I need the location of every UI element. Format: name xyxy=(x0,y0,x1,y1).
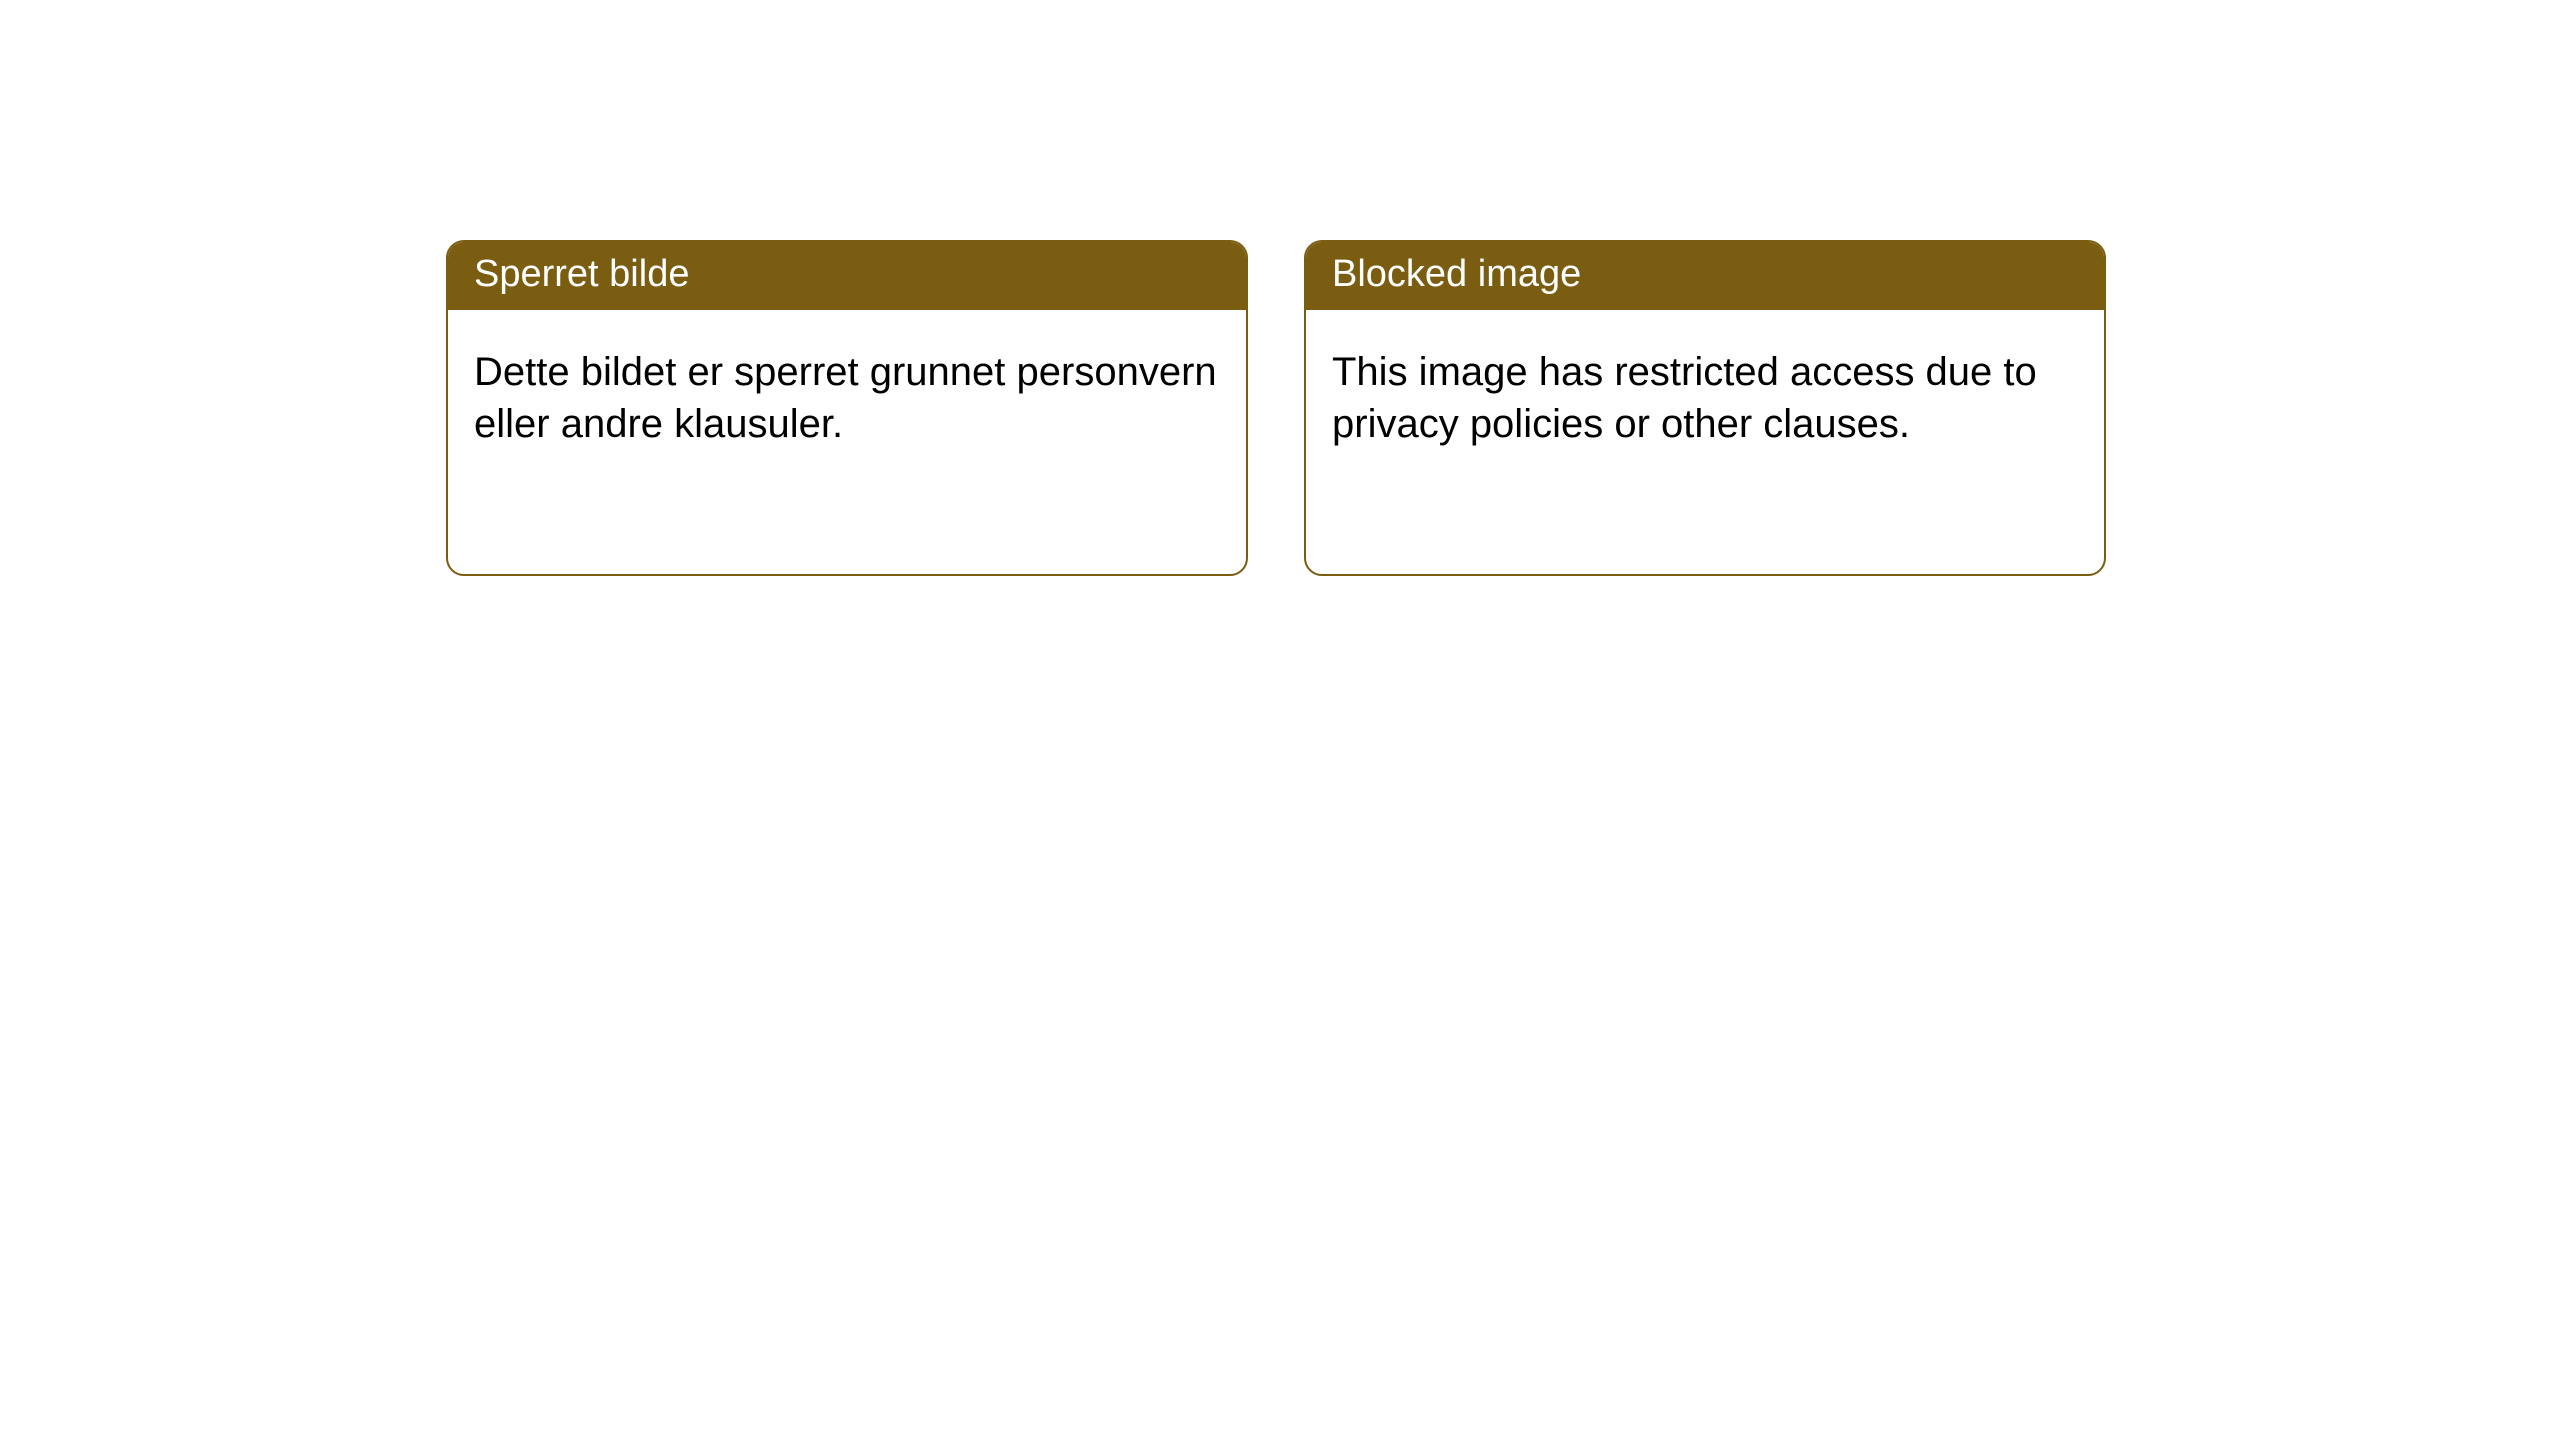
notice-card-norwegian: Sperret bilde Dette bildet er sperret gr… xyxy=(446,240,1248,576)
notice-body: This image has restricted access due to … xyxy=(1306,310,2104,486)
notice-body-text: This image has restricted access due to … xyxy=(1332,350,2037,446)
notice-container: Sperret bilde Dette bildet er sperret gr… xyxy=(0,0,2560,576)
notice-title: Blocked image xyxy=(1332,253,1581,295)
notice-body: Dette bildet er sperret grunnet personve… xyxy=(448,310,1246,486)
notice-body-text: Dette bildet er sperret grunnet personve… xyxy=(474,350,1217,446)
notice-title: Sperret bilde xyxy=(474,253,689,295)
notice-header: Blocked image xyxy=(1306,242,2104,310)
notice-card-english: Blocked image This image has restricted … xyxy=(1304,240,2106,576)
notice-header: Sperret bilde xyxy=(448,242,1246,310)
